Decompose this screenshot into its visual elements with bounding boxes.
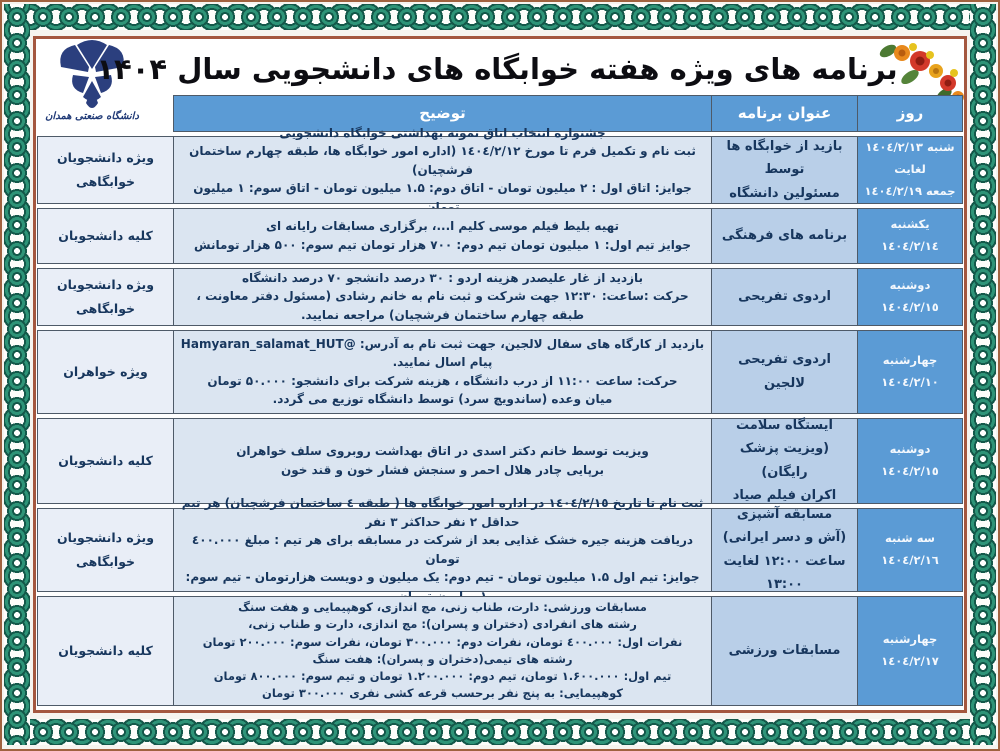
description-cell: مسابقات ورزشی: دارت، طناب زنی، مچ اندازی… xyxy=(173,595,711,706)
description-cell: ویزیت توسط خانم دکتر اسدی در اتاق بهداشت… xyxy=(173,417,711,504)
knot-border-bottom xyxy=(4,719,996,745)
audience-cell: کلیه دانشجویان xyxy=(37,208,173,264)
table-row: دوشنبه ١٤٠٤/٢/١٥ ایستگاه سلامت (ویزیت پز… xyxy=(37,417,963,504)
day-cell: چهارشنبه ١٤٠٤/٢/١٧ xyxy=(857,595,963,706)
program-cell: اردوی تفریحی لالجین xyxy=(711,329,857,414)
schedule-table: روز عنوان برنامه توضیح شنبه ١٤٠٤/٢/١٣ لغ… xyxy=(36,95,964,706)
description-cell: جشنواره انتخاب اتاق نمونه بهداشتی خوابگا… xyxy=(173,126,711,214)
table-row: شنبه ١٤٠٤/٢/١٣ لغایت جمعه ١٤٠٤/٢/١٩ بازی… xyxy=(37,126,963,214)
knot-border-left xyxy=(4,4,30,745)
description-cell: تهیه بلیط فیلم موسی کلیم ا...، برگزاری م… xyxy=(173,208,711,264)
university-emblem-icon xyxy=(60,40,124,108)
column-header-program: عنوان برنامه xyxy=(711,95,857,133)
audience-cell: کلیه دانشجویان xyxy=(37,595,173,706)
column-header-day: روز xyxy=(857,95,963,133)
day-cell: سه شنبه ١٤٠٤/٢/١٦ xyxy=(857,507,963,592)
content-frame: دانشگاه صنعتی همدان برنامه های ویژه هفته… xyxy=(33,36,967,713)
knot-border-right xyxy=(970,4,996,745)
day-cell: شنبه ١٤٠٤/٢/١٣ لغایت جمعه ١٤٠٤/٢/١٩ xyxy=(857,136,963,205)
table-header-row: روز عنوان برنامه توضیح xyxy=(37,95,963,133)
day-cell: یکشنبه ١٤٠٤/٢/١٤ xyxy=(857,208,963,264)
description-cell: بازدید از کارگاه های سفال لالجین، جهت ثب… xyxy=(173,329,711,414)
audience-cell: ویژه دانشجویان خوابگاهی xyxy=(37,136,173,205)
table-row: یکشنبه ١٤٠٤/٢/١٤ برنامه های فرهنگی تهیه … xyxy=(37,208,963,264)
description-cell: بازدید از غار علیصدر هزینه اردو : ۳۰ درص… xyxy=(173,267,711,326)
header-spacer xyxy=(37,95,173,132)
audience-cell: ویژه دانشجویان خوابگاهی xyxy=(37,507,173,592)
audience-cell: ویژه دانشجویان خوابگاهی xyxy=(37,267,173,326)
table-row: چهارشنبه ١٤٠٤/٢/١٧ مسابقات ورزشی مسابقات… xyxy=(37,595,963,706)
day-cell: دوشنبه ١٤٠٤/٢/١٥ xyxy=(857,267,963,326)
program-cell: برنامه های فرهنگی xyxy=(711,208,857,264)
program-cell: بازید از خوابگاه ها توسط مسئولین دانشگاه xyxy=(711,136,857,205)
knot-border-top xyxy=(4,4,996,30)
university-name: دانشگاه صنعتی همدان xyxy=(45,111,139,122)
university-logo: دانشگاه صنعتی همدان xyxy=(42,39,142,122)
program-cell: ایستگاه سلامت (ویزیت پزشک رایگان) اکران … xyxy=(711,417,857,504)
description-cell: ثبت نام تا تاریخ ١٤٠٤/٢/١٥ در اداره امور… xyxy=(173,496,711,603)
table-row: چهارشنبه ١٤٠٤/٢/١٠ اردوی تفریحی لالجین ب… xyxy=(37,329,963,414)
program-cell: اردوی تفریحی xyxy=(711,267,857,326)
page-title: برنامه های ویژه هفته خوابگاه های دانشجوی… xyxy=(96,52,898,86)
audience-cell: ویژه خواهران xyxy=(37,329,173,414)
day-cell: دوشنبه ١٤٠٤/٢/١٥ xyxy=(857,417,963,504)
table-row: سه شنبه ١٤٠٤/٢/١٦ مسابقه آشپزی (آش و دسر… xyxy=(37,496,963,603)
audience-cell: کلیه دانشجویان xyxy=(37,417,173,504)
table-row: دوشنبه ١٤٠٤/٢/١٥ اردوی تفریحی بازدید از … xyxy=(37,267,963,326)
program-cell: مسابقات ورزشی xyxy=(711,595,857,706)
program-cell: مسابقه آشپزی (آش و دسر ایرانی) ساعت ۱۲:۰… xyxy=(711,507,857,592)
day-cell: چهارشنبه ١٤٠٤/٢/١٠ xyxy=(857,329,963,414)
column-header-description: توضیح xyxy=(173,95,711,133)
